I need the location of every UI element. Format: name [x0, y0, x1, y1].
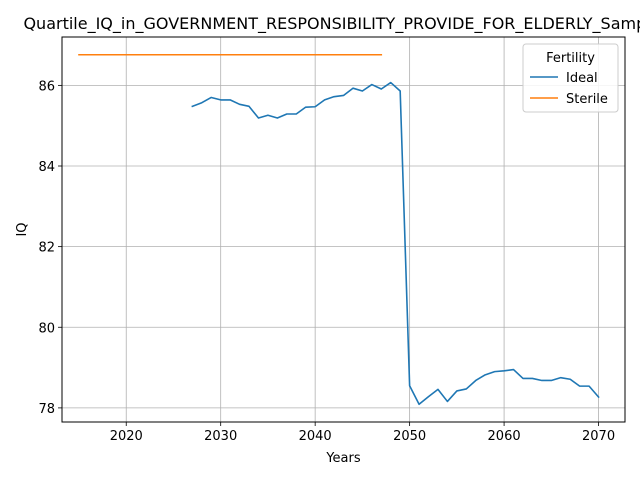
y-tick-label: 82: [38, 241, 55, 256]
x-tick-label: 2060: [488, 429, 521, 444]
x-tick-label: 2070: [582, 429, 615, 444]
x-axis-title: Years: [325, 451, 361, 466]
y-tick-label: 80: [38, 321, 55, 336]
y-tick-label: 86: [38, 79, 55, 94]
legend-box: [522, 43, 619, 113]
legend-label-ideal: Ideal: [566, 71, 598, 86]
legend: Fertility Ideal Sterile: [522, 43, 619, 113]
plot-frame: [61, 36, 626, 423]
axis-ticks: 2020 2030 2040 2050 2060 2070 78 80 82 84 86: [38, 79, 615, 444]
x-tick-label: 2030: [204, 429, 237, 444]
y-tick-label: 84: [38, 160, 55, 175]
series-lines: [78, 53, 600, 406]
x-tick-label: 2020: [110, 429, 143, 444]
legend-title: Fertility: [546, 51, 595, 66]
y-tick-label: 78: [38, 402, 55, 417]
y-axis-title: IQ: [15, 222, 30, 236]
chart-title: Quartile_IQ_in_GOVERNMENT_RESPONSIBILITY…: [23, 14, 640, 34]
legend-label-sterile: Sterile: [566, 92, 608, 107]
series-line-ideal: [191, 81, 600, 406]
x-tick-label: 2050: [393, 429, 426, 444]
x-tick-label: 2040: [299, 429, 332, 444]
